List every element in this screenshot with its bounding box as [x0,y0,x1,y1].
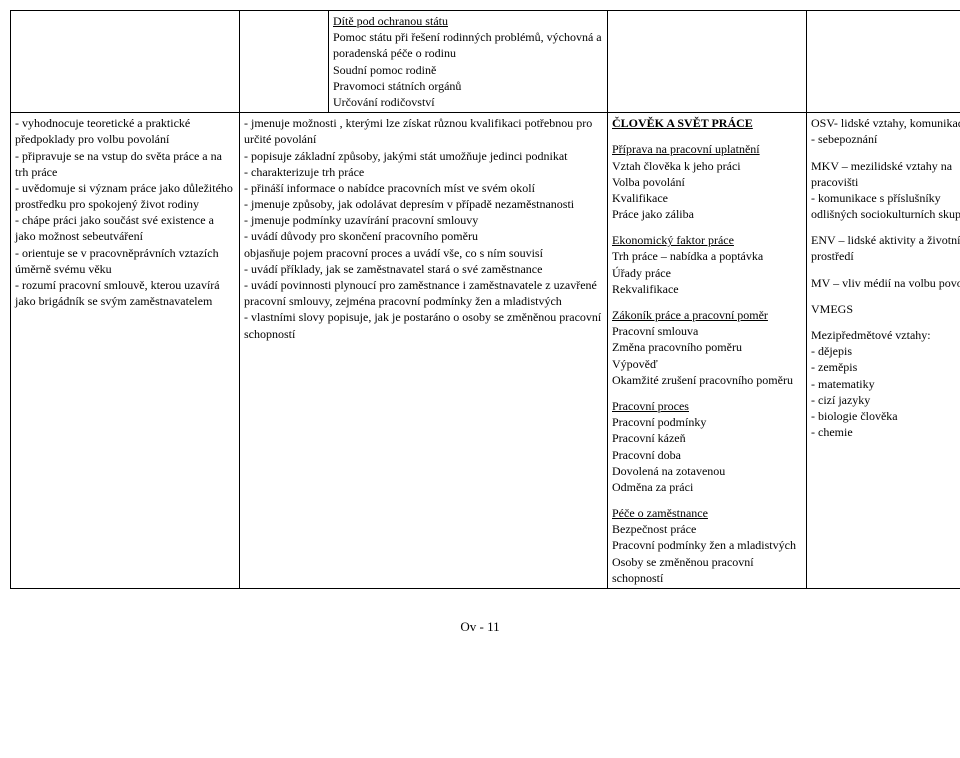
text-line: Pracovní doba [612,447,802,463]
text-line: OSV- lidské vztahy, komunikace [811,115,960,131]
text-line [811,222,960,232]
text-line: - popisuje základní způsoby, jakými stát… [244,148,603,164]
text-line [612,297,802,307]
text-line: Pracovní podmínky žen a mladistvých [612,537,802,553]
text-line [612,388,802,398]
text-line: Pracovní kázeň [612,430,802,446]
text-line: Péče o zaměstnance [612,505,802,521]
text-line [811,317,960,327]
table-row-bottom: - vyhodnocuje teoretické a praktické pře… [11,113,960,589]
text-line: - vyhodnocuje teoretické a praktické pře… [15,115,235,147]
top-cell-2 [240,11,329,113]
text-line: - zeměpis [811,359,960,375]
text-line: Odměna za práci [612,479,802,495]
bottom-cell-2: - jmenuje možnosti , kterými lze získat … [240,113,608,589]
text-line: Ekonomický faktor práce [612,232,802,248]
bottom-cell-3: ČLOVĚK A SVĚT PRÁCE Příprava na pracovní … [608,113,807,589]
text-line: - uvádí příklady, jak se zaměstnavatel s… [244,261,603,277]
text-line: VMEGS [811,301,960,317]
text-line: - přináší informace o nabídce pracovních… [244,180,603,196]
text-line: Pomoc státu při řešení rodinných problém… [333,29,603,61]
text-line: - orientuje se v pracovněprávních vztazí… [15,245,235,277]
bottom-cell-1: - vyhodnocuje teoretické a praktické pře… [11,113,240,589]
text-line: Úřady práce [612,265,802,281]
text-line: Pracovní podmínky [612,414,802,430]
text-line: - chápe práci jako součást své existence… [15,212,235,244]
text-line: Dovolená na zotavenou [612,463,802,479]
text-line: Okamžité zrušení pracovního poměru [612,372,802,388]
text-line: Bezpečnost práce [612,521,802,537]
text-line: Soudní pomoc rodině [333,62,603,78]
text-line: - chemie [811,424,960,440]
text-line [811,291,960,301]
bottom-cell-4: OSV- lidské vztahy, komunikace- sebepozn… [807,113,960,589]
document-table: Dítě pod ochranou státuPomoc státu při ř… [10,10,960,589]
top-cell-1 [11,11,240,113]
text-line: Trh práce – nabídka a poptávka [612,248,802,264]
text-line: Práce jako záliba [612,206,802,222]
text-line: ENV – lidské aktivity a životní prostřed… [811,232,960,264]
text-line [612,495,802,505]
text-line [811,148,960,158]
text-line: - uvědomuje si význam práce jako důležit… [15,180,235,212]
page-footer: Ov - 11 [10,589,950,635]
text-line: objasňuje pojem pracovní proces a uvádí … [244,245,603,261]
text-line: Určování rodičovství [333,94,603,110]
top-cell-5 [807,11,960,113]
text-line: Rekvalifikace [612,281,802,297]
text-line: MKV – mezilidské vztahy na pracovišti [811,158,960,190]
text-line: Příprava na pracovní uplatnění [612,141,802,157]
text-line: Změna pracovního poměru [612,339,802,355]
text-line: Zákoník práce a pracovní poměr [612,307,802,323]
text-line: Osoby se změněnou pracovní schopností [612,554,802,586]
text-line: ČLOVĚK A SVĚT PRÁCE [612,115,802,131]
text-line: - vlastními slovy popisuje, jak je posta… [244,309,603,341]
text-line: - připravuje se na vstup do světa práce … [15,148,235,180]
text-line: - charakterizuje trh práce [244,164,603,180]
text-line: - cizí jazyky [811,392,960,408]
text-line: - komunikace s příslušníky odlišných soc… [811,190,960,222]
text-line: - rozumí pracovní smlouvě, kterou uzavír… [15,277,235,309]
top-cell-4 [608,11,807,113]
text-line: Vztah člověka k jeho práci [612,158,802,174]
text-line: - matematiky [811,376,960,392]
text-line: Pracovní smlouva [612,323,802,339]
text-line: - biologie člověka [811,408,960,424]
text-line: - uvádí povinnosti plynoucí pro zaměstna… [244,277,603,309]
text-line [811,265,960,275]
text-line: - jmenuje podmínky uzavírání pracovní sm… [244,212,603,228]
text-line: Výpověď [612,356,802,372]
text-line: Volba povolání [612,174,802,190]
text-line: - dějepis [811,343,960,359]
text-line: - uvádí důvody pro skončení pracovního p… [244,228,603,244]
text-line: Kvalifikace [612,190,802,206]
text-line: Pracovní proces [612,398,802,414]
top-cell-3: Dítě pod ochranou státuPomoc státu při ř… [329,11,608,113]
table-row-top: Dítě pod ochranou státuPomoc státu při ř… [11,11,960,113]
text-line: Pravomoci státních orgánů [333,78,603,94]
text-line: MV – vliv médií na volbu povolání [811,275,960,291]
text-line: - jmenuje způsoby, jak odolávat depresím… [244,196,603,212]
text-line [612,222,802,232]
text-line: Dítě pod ochranou státu [333,13,603,29]
text-line [612,131,802,141]
text-line: - sebepoznání [811,131,960,147]
text-line: - jmenuje možnosti , kterými lze získat … [244,115,603,147]
text-line: Mezipředmětové vztahy: [811,327,960,343]
